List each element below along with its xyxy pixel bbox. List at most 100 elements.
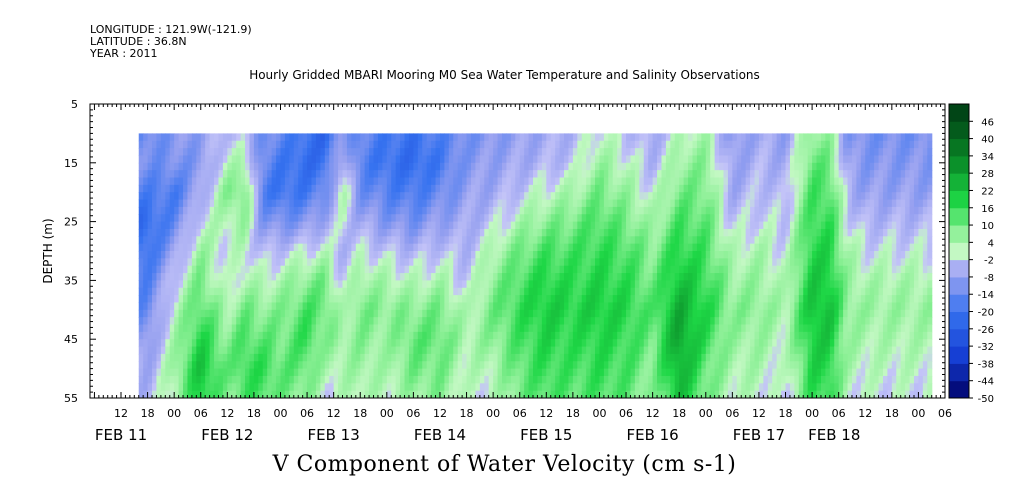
heatmap-cell: [710, 346, 716, 355]
heatmap-cell: [603, 192, 609, 201]
heatmap-cell: [453, 243, 459, 252]
heatmap-cell: [289, 184, 295, 193]
heatmap-cell: [156, 184, 162, 193]
heatmap-cell: [639, 265, 645, 274]
heatmap-cell: [214, 206, 220, 215]
heatmap-cell: [205, 214, 211, 223]
heatmap-cell: [493, 302, 499, 311]
heatmap-cell: [555, 162, 561, 171]
heatmap-cell: [612, 251, 618, 259]
heatmap-cell: [696, 346, 702, 355]
heatmap-cell: [245, 221, 251, 230]
heatmap-cell: [727, 346, 733, 355]
heatmap-cell: [719, 192, 725, 201]
heatmap-cell: [688, 390, 694, 398]
heatmap-cell: [444, 258, 450, 267]
heatmap-cell: [377, 280, 383, 289]
heatmap-cell: [621, 177, 627, 186]
heatmap-cell: [386, 170, 392, 179]
heatmap-cell: [719, 295, 725, 304]
heatmap-cell: [391, 155, 397, 164]
heatmap-cell: [484, 324, 490, 333]
heatmap-cell: [590, 383, 596, 392]
heatmap-cell: [612, 148, 618, 157]
heatmap-cell: [572, 184, 578, 193]
heatmap-cell: [586, 280, 592, 289]
heatmap-cell: [395, 287, 401, 296]
heatmap-cell: [595, 184, 601, 193]
heatmap-cell: [506, 148, 512, 157]
heatmap-cell: [599, 375, 605, 384]
heatmap-cell: [351, 148, 357, 157]
heatmap-cell: [408, 177, 414, 186]
heatmap-cell: [417, 361, 423, 370]
heatmap-cell: [160, 383, 166, 392]
heatmap-cell: [723, 243, 729, 252]
heatmap-cell: [400, 375, 406, 384]
heatmap-cell: [404, 375, 410, 384]
heatmap-cell: [245, 177, 251, 186]
heatmap-cell: [692, 251, 698, 259]
heatmap-cell: [524, 331, 530, 340]
heatmap-cell: [280, 192, 286, 201]
heatmap-cell: [333, 324, 339, 333]
heatmap-cell: [236, 243, 242, 252]
heatmap-cell: [417, 133, 423, 142]
heatmap-cell: [245, 133, 251, 142]
heatmap-cell: [488, 206, 494, 215]
heatmap-cell: [723, 221, 729, 230]
heatmap-cell: [679, 258, 685, 267]
heatmap-cell: [714, 353, 720, 362]
heatmap-cell: [727, 199, 733, 208]
heatmap-cell: [608, 287, 614, 296]
heatmap-cell: [710, 214, 716, 223]
heatmap-cell: [692, 346, 698, 355]
heatmap-cell: [253, 317, 259, 326]
heatmap-cell: [373, 133, 379, 142]
heatmap-cell: [231, 155, 237, 164]
heatmap-cell: [488, 140, 494, 149]
heatmap-cell: [559, 280, 565, 289]
heatmap-cell: [475, 184, 481, 193]
heatmap-cell: [160, 353, 166, 362]
heatmap-cell: [723, 309, 729, 318]
heatmap-cell: [439, 258, 445, 267]
heatmap-cell: [555, 309, 561, 318]
heatmap-cell: [183, 273, 189, 281]
heatmap-cell: [501, 243, 508, 252]
heatmap-cell: [152, 206, 158, 215]
heatmap-cell: [665, 177, 671, 186]
heatmap-cell: [249, 251, 255, 259]
heatmap-cell: [546, 214, 552, 223]
heatmap-cell: [324, 243, 330, 252]
heatmap-cell: [590, 324, 596, 333]
heatmap-cell: [750, 206, 756, 215]
heatmap-cell: [369, 258, 375, 267]
heatmap-cell: [271, 353, 277, 362]
heatmap-cell: [568, 221, 574, 230]
heatmap-cell: [333, 280, 339, 289]
heatmap-cell: [457, 170, 463, 179]
heatmap-cell: [714, 265, 720, 274]
heatmap-cell: [400, 287, 406, 296]
heatmap-cell: [546, 302, 552, 311]
heatmap-cell: [169, 199, 175, 208]
heatmap-cell: [156, 390, 162, 398]
heatmap-cell: [674, 265, 680, 274]
heatmap-cell: [519, 214, 525, 223]
heatmap-cell: [488, 192, 494, 201]
heatmap-cell: [736, 170, 742, 179]
heatmap-cell: [262, 361, 268, 370]
heatmap-cell: [475, 339, 481, 348]
heatmap-cell: [528, 331, 534, 340]
heatmap-cell: [169, 339, 175, 348]
heatmap-cell: [479, 368, 485, 377]
heatmap-cell: [369, 390, 375, 398]
heatmap-cell: [705, 258, 711, 267]
heatmap-cell: [648, 309, 654, 318]
heatmap-cell: [160, 243, 166, 252]
heatmap-cell: [351, 346, 357, 355]
heatmap-cell: [719, 148, 725, 157]
heatmap-cell: [590, 273, 596, 281]
heatmap-cell: [462, 331, 468, 340]
